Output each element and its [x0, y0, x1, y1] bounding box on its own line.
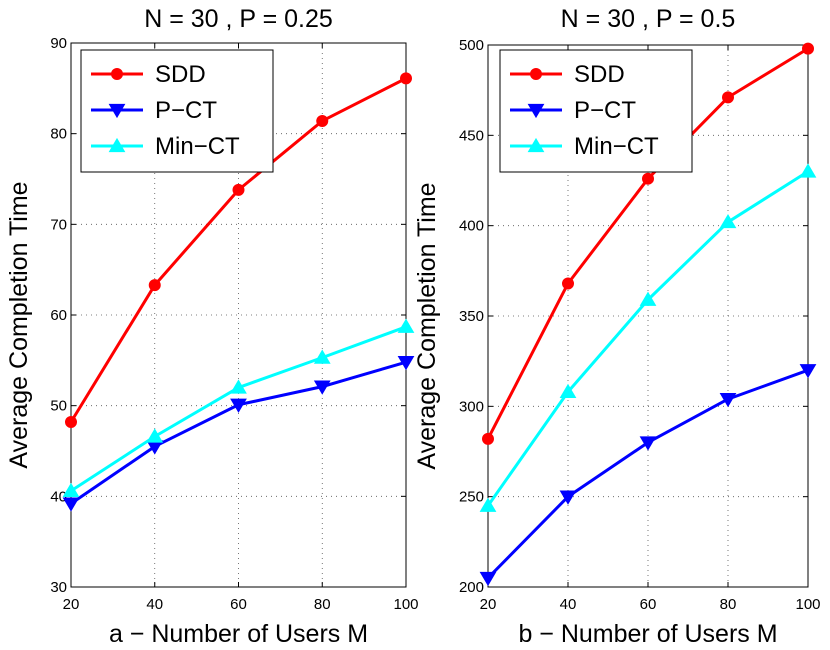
x-tick-label-4: 80 — [720, 596, 737, 613]
data-point-min-ct-3 — [639, 291, 657, 306]
x-tick-label-2: 40 — [560, 596, 577, 613]
data-point-sdd-1 — [65, 415, 77, 428]
series-line-p-ct — [486, 368, 809, 580]
x-axis-label: a − Number of Users M — [109, 620, 368, 648]
legend-label-p-ct: P−CT — [155, 97, 217, 124]
legend-swatch-marker-sdd — [530, 68, 542, 80]
legend-label-min-ct: Min−CT — [574, 133, 659, 160]
y-tick-label-2: 40 — [50, 488, 67, 505]
data-point-min-ct-1 — [62, 482, 80, 498]
data-point-sdd-2 — [148, 279, 161, 292]
legend-label-min-ct: Min−CT — [155, 133, 240, 160]
legend-swatch-marker-min-ct — [108, 137, 126, 153]
x-tick-label-1: 20 — [480, 596, 497, 613]
chart-title: N = 30 , P = 0.5 — [561, 5, 736, 33]
y-tick-label-2: 250 — [459, 489, 484, 506]
data-point-p-ct-3 — [639, 436, 657, 451]
data-point-sdd-2 — [562, 277, 574, 290]
data-point-p-ct-2 — [559, 490, 577, 505]
data-point-min-ct-5 — [397, 318, 415, 333]
data-point-sdd-3 — [642, 172, 654, 185]
x-axis-label: b − Number of Users M — [518, 620, 777, 648]
x-tick-label-1: 20 — [63, 596, 80, 613]
data-point-min-ct-2 — [559, 383, 577, 399]
y-tick-label-7: 90 — [50, 35, 67, 52]
x-tick-label-2: 40 — [146, 596, 163, 613]
chart-1: 20 40 60 80 100 30 40 50 60 70 80 90 N = 30 , P = 0.… — [5, 5, 419, 648]
y-tick-label-3: 50 — [50, 398, 67, 415]
x-tick-label-5: 100 — [393, 596, 418, 613]
y-axis-label: Average Completion Time — [5, 181, 33, 468]
x-tick-label-4: 80 — [314, 596, 331, 613]
data-point-p-ct-5 — [397, 356, 415, 371]
data-point-min-ct-2 — [146, 428, 164, 443]
legend-label-sdd: SDD — [574, 61, 625, 88]
legend: SDD P−CT Min−CT — [499, 49, 693, 173]
y-tick-label-3: 300 — [459, 398, 484, 415]
chart-title: N = 30 , P = 0.25 — [144, 5, 333, 33]
legend: SDD P−CT Min−CT — [80, 49, 274, 173]
data-point-min-ct-4 — [719, 213, 737, 229]
data-point-sdd-4 — [316, 114, 329, 127]
data-point-sdd-1 — [482, 432, 494, 445]
y-tick-label-7: 500 — [459, 37, 484, 54]
data-point-p-ct-4 — [719, 392, 737, 408]
data-point-p-ct-1 — [479, 571, 497, 587]
data-point-sdd-5 — [802, 42, 814, 55]
y-tick-label-5: 400 — [459, 218, 484, 235]
data-point-min-ct-5 — [799, 163, 817, 178]
data-point-p-ct-1 — [62, 497, 80, 512]
data-point-sdd-3 — [232, 183, 245, 196]
y-tick-label-1: 30 — [50, 579, 67, 596]
legend-swatch-marker-p-ct — [108, 103, 126, 119]
legend-swatch-marker-min-ct — [527, 137, 545, 153]
y-tick-label-6: 450 — [459, 127, 484, 144]
y-tick-label-4: 60 — [50, 307, 67, 324]
legend-label-sdd: SDD — [155, 61, 206, 88]
y-axis-label: Average Completion Time — [413, 182, 441, 469]
data-point-p-ct-5 — [799, 364, 817, 379]
y-tick-label-6: 80 — [50, 126, 67, 143]
data-point-sdd-4 — [722, 91, 734, 104]
legend-label-p-ct: P−CT — [574, 97, 636, 124]
x-tick-label-3: 60 — [230, 596, 247, 613]
data-point-min-ct-3 — [230, 379, 247, 394]
y-tick-label-5: 70 — [50, 216, 67, 233]
data-point-p-ct-4 — [313, 380, 331, 395]
y-tick-label-1: 200 — [459, 579, 484, 596]
y-tick-label-4: 350 — [459, 308, 484, 325]
data-point-p-ct-3 — [230, 398, 247, 413]
data-point-sdd-5 — [400, 72, 412, 85]
legend-swatch-marker-p-ct — [527, 103, 545, 119]
data-point-min-ct-4 — [313, 349, 331, 364]
data-point-min-ct-1 — [479, 497, 497, 512]
chart-2: 20 40 60 80 100 200 250 300 350 400 450 500 N = 30 ,… — [413, 5, 821, 648]
x-tick-label-5: 100 — [795, 596, 820, 613]
x-tick-label-3: 60 — [640, 596, 657, 613]
legend-swatch-marker-sdd — [111, 68, 123, 80]
